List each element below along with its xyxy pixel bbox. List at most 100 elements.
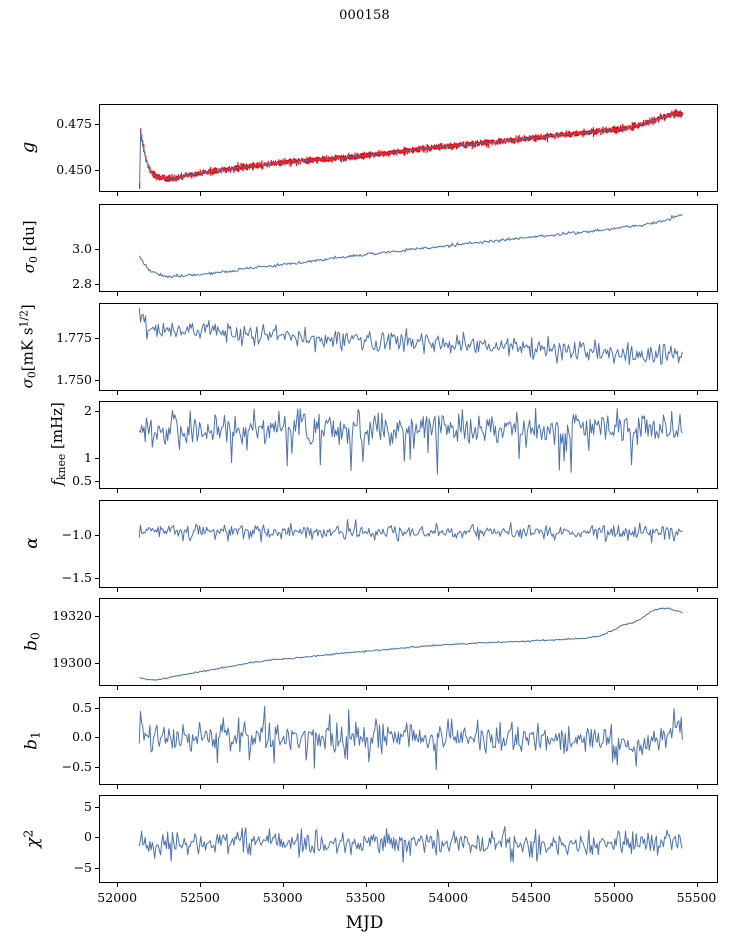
x-tick-mark bbox=[200, 489, 201, 493]
y-tick-mark bbox=[95, 481, 99, 483]
x-tick-mark bbox=[531, 883, 532, 887]
y-tick-label: 2 bbox=[84, 403, 92, 419]
y-tick-label: 19320 bbox=[52, 607, 92, 623]
x-tick-mark bbox=[200, 391, 201, 395]
y-tick-label: 1 bbox=[84, 449, 92, 465]
x-tick-mark bbox=[531, 192, 532, 196]
y-tick-mark bbox=[95, 868, 99, 870]
panel-alpha bbox=[99, 500, 718, 588]
x-tick-mark bbox=[448, 192, 450, 196]
panel-b1 bbox=[99, 697, 718, 785]
data-line bbox=[139, 408, 682, 474]
panel-g bbox=[99, 104, 718, 192]
ylabel-chi2: χ2 bbox=[21, 829, 43, 848]
y-tick-label: 19300 bbox=[52, 655, 92, 671]
y-tick-label: −1.5 bbox=[61, 569, 92, 585]
y-tick-mark bbox=[95, 767, 99, 769]
x-tick-mark bbox=[531, 292, 532, 296]
x-tick-mark bbox=[200, 686, 201, 690]
x-tick-mark bbox=[613, 192, 615, 196]
x-tick-mark bbox=[200, 192, 201, 196]
y-tick-label: 0.475 bbox=[56, 115, 92, 131]
x-tick-label: 55000 bbox=[593, 890, 634, 905]
x-tick-mark bbox=[365, 588, 367, 592]
x-tick-mark bbox=[365, 489, 367, 493]
y-tick-label: 0.450 bbox=[56, 162, 92, 178]
x-tick-mark bbox=[613, 489, 615, 493]
x-tick-mark bbox=[448, 785, 450, 789]
x-tick-label: 54000 bbox=[428, 890, 469, 905]
y-tick-mark bbox=[95, 737, 99, 739]
data-line bbox=[140, 112, 683, 185]
y-tick-label: 1.775 bbox=[56, 329, 92, 345]
y-tick-mark bbox=[95, 170, 99, 172]
x-tick-mark bbox=[282, 192, 284, 196]
x-tick-mark bbox=[613, 883, 615, 887]
x-tick-label: 52500 bbox=[180, 890, 220, 905]
x-tick-mark bbox=[448, 883, 450, 887]
ylabel-fknee: fknee [mHz] bbox=[48, 402, 68, 486]
data-line bbox=[139, 706, 682, 770]
x-tick-mark bbox=[696, 192, 698, 196]
x-tick-mark bbox=[200, 588, 201, 592]
x-tick-mark bbox=[282, 292, 284, 296]
y-tick-mark bbox=[95, 457, 99, 459]
x-tick-mark bbox=[117, 391, 119, 395]
x-tick-mark bbox=[365, 391, 367, 395]
x-tick-mark bbox=[696, 391, 698, 395]
ylabel-sigma0-mks: σ0[mK s1/2] bbox=[17, 304, 39, 389]
y-tick-mark bbox=[95, 615, 99, 617]
panel-sigma0-mks bbox=[99, 303, 718, 391]
x-tick-mark bbox=[613, 391, 615, 395]
x-tick-mark bbox=[531, 785, 532, 789]
y-tick-mark bbox=[95, 380, 99, 381]
y-tick-mark bbox=[95, 337, 99, 339]
x-tick-mark bbox=[117, 686, 119, 690]
y-tick-label: 0.5 bbox=[72, 473, 92, 489]
y-tick-mark bbox=[95, 534, 99, 536]
x-tick-mark bbox=[117, 883, 119, 887]
x-tick-mark bbox=[696, 292, 698, 296]
x-tick-mark bbox=[365, 192, 367, 196]
x-tick-label: 53000 bbox=[262, 890, 303, 905]
x-tick-mark bbox=[200, 785, 201, 789]
figure-title: 000158 bbox=[339, 8, 390, 23]
panel-b0 bbox=[99, 598, 718, 686]
x-tick-mark bbox=[365, 883, 367, 887]
x-tick-mark bbox=[696, 686, 698, 690]
x-tick-label: 54500 bbox=[511, 890, 551, 905]
panel-fknee bbox=[99, 401, 718, 489]
x-tick-mark bbox=[117, 192, 119, 196]
y-tick-mark bbox=[95, 837, 99, 839]
y-tick-mark bbox=[95, 577, 99, 579]
x-tick-mark bbox=[117, 785, 119, 789]
x-tick-mark bbox=[613, 588, 615, 592]
y-tick-label: −5 bbox=[73, 860, 92, 876]
y-tick-label: 0.0 bbox=[72, 729, 92, 745]
y-tick-label: 3.0 bbox=[72, 240, 92, 256]
x-tick-label: 55500 bbox=[676, 890, 717, 905]
y-tick-label: 1.750 bbox=[56, 372, 92, 387]
x-tick-mark bbox=[613, 785, 615, 789]
y-tick-label: 0.5 bbox=[72, 699, 92, 715]
y-tick-mark bbox=[95, 411, 99, 413]
errorbars-red bbox=[138, 109, 683, 189]
x-tick-mark bbox=[613, 292, 615, 296]
panel-chi2 bbox=[99, 795, 718, 883]
y-tick-label: 2.8 bbox=[72, 276, 92, 292]
y-tick-label: 5 bbox=[84, 798, 92, 814]
x-tick-mark bbox=[365, 292, 367, 296]
y-tick-label: 0 bbox=[84, 829, 92, 845]
x-tick-mark bbox=[448, 391, 450, 395]
x-tick-mark bbox=[448, 588, 450, 592]
y-tick-mark bbox=[95, 284, 99, 286]
x-tick-mark bbox=[365, 785, 367, 789]
x-tick-mark bbox=[613, 686, 615, 690]
x-tick-mark bbox=[696, 489, 698, 493]
y-tick-mark bbox=[95, 248, 99, 250]
x-tick-mark bbox=[448, 292, 450, 296]
x-tick-mark bbox=[365, 686, 367, 690]
x-tick-mark bbox=[282, 686, 284, 690]
x-tick-mark bbox=[448, 489, 450, 493]
